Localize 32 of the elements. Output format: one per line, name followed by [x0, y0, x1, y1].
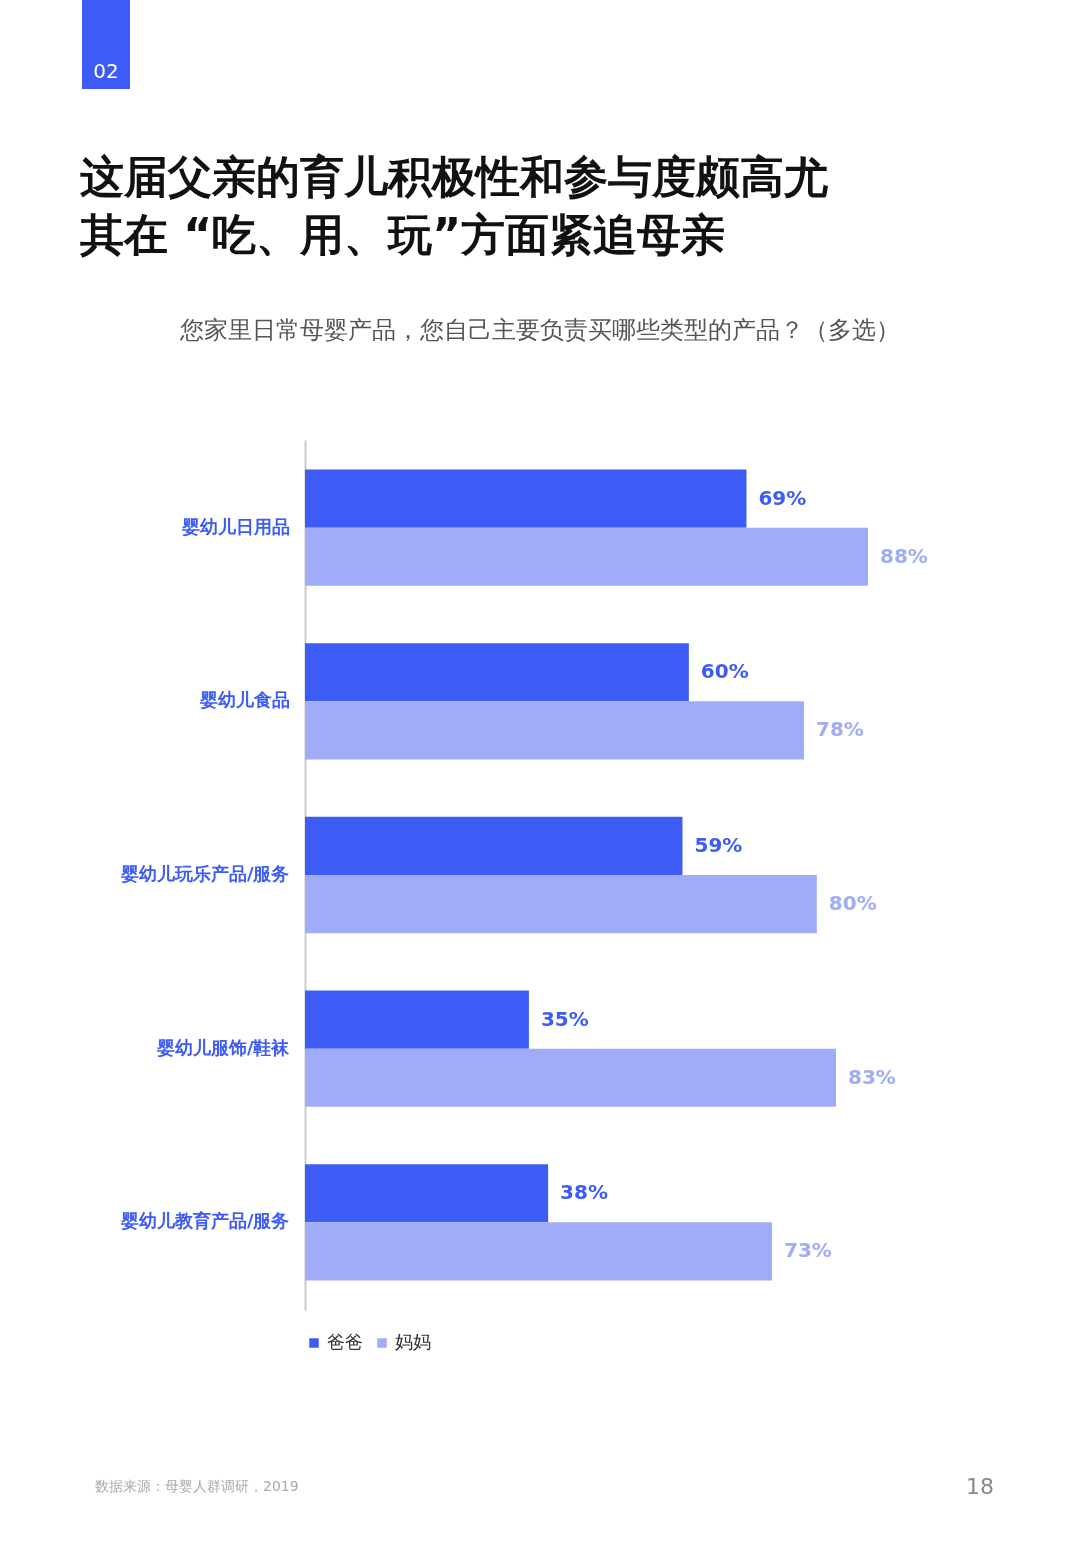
y-tick-label: 婴幼儿服饰/鞋袜 [155, 1036, 291, 1058]
data-label: 88% [880, 543, 928, 568]
y-tick-label: 婴幼儿玩乐产品/服务 [119, 863, 290, 884]
text: 18 [966, 1474, 994, 1499]
text: 02 [82, 0, 130, 89]
bar [305, 1222, 773, 1281]
y-tick-label: 婴幼儿教育产品/服务 [119, 1210, 290, 1232]
data-label: 80% [828, 891, 877, 916]
data-label: 73% [784, 1238, 832, 1263]
y-tick-label: 婴幼儿日用品 [180, 515, 290, 537]
chart-subtitle: 您家里日常母婴产品，您自己主要负责买哪些类型的产品？（多选） [179, 315, 901, 346]
bar [305, 1048, 837, 1107]
bar [305, 990, 529, 1049]
legend-label: 妈妈 [395, 1331, 431, 1352]
data-label: 78% [816, 717, 864, 742]
data-label: 35% [540, 1006, 589, 1031]
data-label: 59% [694, 832, 743, 857]
y-tick-label: 婴幼儿食品 [198, 689, 290, 711]
data-label: 60% [700, 659, 749, 684]
bar [305, 1164, 549, 1223]
legend-label: 爸爸 [327, 1331, 363, 1352]
bar [305, 875, 817, 934]
data-label: 83% [848, 1064, 896, 1089]
data-label: 38% [560, 1180, 608, 1205]
data-label: 69% [758, 485, 807, 510]
source-note: 数据来源：母婴人群调研，2019 [95, 1478, 299, 1496]
bar [305, 701, 805, 760]
chart-title: 这届父亲的育儿积极性和参与度颇高尤其在 “吃、用、玩”方面紧追母亲 [80, 150, 829, 262]
bar [305, 643, 689, 702]
bar [305, 469, 747, 528]
bar [305, 527, 868, 586]
bar [305, 816, 683, 875]
